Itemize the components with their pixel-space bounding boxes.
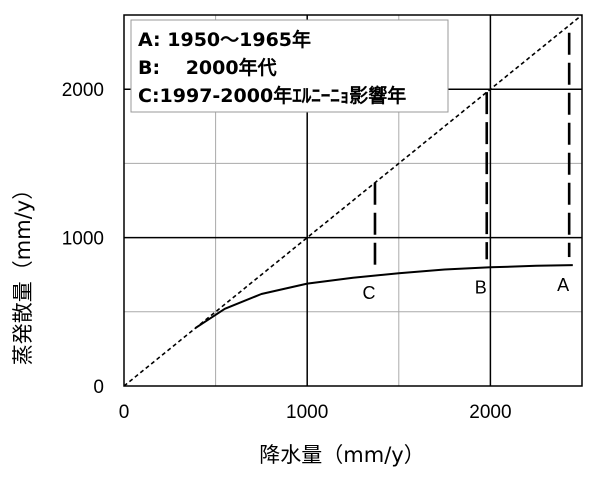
x-tick-label: 1000 bbox=[286, 402, 328, 423]
legend-entry-c: C:1997-2000年ｴﾙﾆｰﾆｮ影響年 bbox=[138, 84, 406, 107]
tick-labels: 0 1000 2000 0 1000 2000 bbox=[62, 80, 512, 423]
series-layer bbox=[123, 14, 583, 387]
legend-box bbox=[130, 19, 449, 113]
y-axis-title: 蒸発散量（mm/y） bbox=[11, 179, 35, 365]
y-tick-label: 1000 bbox=[62, 229, 104, 250]
legend: A: 1950～1965年 B: 2000年代 C:1997-2000年ｴﾙﾆｰ… bbox=[130, 19, 449, 113]
point-label-c: C bbox=[362, 283, 375, 303]
plot-frame bbox=[123, 14, 583, 387]
y-tick-label: 0 bbox=[93, 377, 104, 398]
x-axis-title: 降水量（mm/y） bbox=[259, 443, 424, 467]
series-line-evapotranspiration bbox=[194, 264, 573, 329]
x-tick-label: 0 bbox=[119, 402, 130, 423]
point-label-b: B bbox=[475, 277, 487, 297]
x-tick-label: 2000 bbox=[469, 402, 511, 423]
legend-entry-a: A: 1950～1965年 bbox=[138, 28, 311, 51]
y-tick-label: 2000 bbox=[62, 80, 104, 101]
point-label-a: A bbox=[557, 275, 569, 295]
legend-entry-b: B: 2000年代 bbox=[138, 56, 277, 79]
